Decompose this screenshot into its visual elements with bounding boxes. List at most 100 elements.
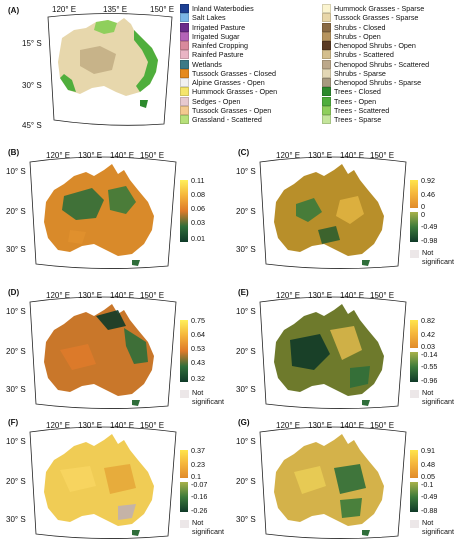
colorbar-label: 0.42: [421, 330, 435, 339]
lon-tick-label: 120° E: [276, 151, 300, 160]
lon-tick-label: 150° E: [370, 421, 394, 430]
map-region: [104, 464, 136, 494]
vegetation-legend-item: Chenopod Shrubs - Open: [322, 41, 429, 51]
lon-tick-label: 130° E: [308, 421, 332, 430]
legend-swatch: [180, 59, 189, 69]
vegetation-legend-item: Rainfed Cropping: [180, 41, 277, 51]
lon-tick-label: 120° E: [276, 291, 300, 300]
map-region: [60, 344, 96, 370]
panel-a-lon-tick-3: 150° E: [150, 5, 174, 14]
lon-tick-label: 130° E: [78, 421, 102, 430]
vegetation-legend-item: Chenopod Shrubs - Scattered: [322, 60, 429, 69]
lon-tick-label: 140° E: [110, 291, 134, 300]
tasmania: [132, 260, 140, 266]
not-significant-swatch: [410, 520, 419, 528]
panel-a-shrub-central: [80, 46, 116, 74]
vegetation-legend-item: Hummock Grasses - Sparse: [322, 4, 429, 14]
lat-tick-label: 10° S: [6, 167, 26, 176]
panel-d: (D) 120° E 130° E 140° E 150° E 10° S 20° S 30°…: [0, 280, 230, 410]
colorbar-label: 0.82: [421, 316, 435, 325]
legend-label: Shrubs - Closed: [334, 22, 386, 32]
colorbar-label: -0.26: [191, 506, 208, 515]
legend-label: Tussock Grasses - Open: [192, 105, 272, 115]
legend-label: Trees - Sparse: [334, 115, 382, 124]
vegetation-legend-item: Tussock Grasses - Open: [180, 106, 277, 115]
vegetation-legend-item: Tussock Grasses - Sparse: [322, 13, 429, 23]
lon-tick-label: 150° E: [370, 291, 394, 300]
vegetation-legend-item: Irrigated Pasture: [180, 23, 277, 32]
legend-label: Alpine Grasses - Open: [192, 78, 265, 87]
lon-tick-label: 150° E: [370, 151, 394, 160]
map-region: [318, 226, 340, 244]
colorbar-label: 0: [421, 202, 425, 211]
map: 120° E 130° E 140° E 150° E 10° S 20° S 30° S: [6, 421, 177, 539]
vegetation-legend-item: Hummock Grasses - Open: [180, 87, 277, 97]
lat-tick-label: 20° S: [6, 207, 26, 216]
vegetation-legend-item: Tussock Grasses - Closed: [180, 69, 277, 78]
lat-tick-label: 30° S: [236, 515, 256, 524]
legend-label: Rainfed Pasture: [192, 50, 244, 60]
panel-label: (B): [8, 148, 20, 157]
legend-label: Chenopod Shrubs - Sparse: [334, 78, 422, 87]
vegetation-legend-item: Wetlands: [180, 60, 277, 69]
legend-label: Shrubs - Scattered: [334, 50, 394, 60]
panel-a-map: 120° E 135° E 150° E 15° S 30° S 45° S: [22, 5, 174, 130]
legend-swatch: [322, 115, 331, 125]
lon-tick-label: 130° E: [78, 151, 102, 160]
lat-tick-label: 10° S: [236, 167, 256, 176]
tasmania: [362, 260, 370, 266]
legend-label: Trees - Scattered: [334, 105, 390, 115]
map-region: [340, 498, 362, 518]
legend-label: Grassland - Scattered: [192, 115, 262, 124]
lat-tick-label: 30° S: [236, 385, 256, 394]
map-region: [96, 310, 126, 330]
tasmania: [132, 400, 140, 406]
colorbar: [180, 450, 188, 512]
vegetation-legend-item: Shrubs - Closed: [322, 23, 429, 32]
not-significant-swatch: [410, 390, 419, 398]
lat-tick-label: 20° S: [236, 207, 256, 216]
lon-tick-label: 120° E: [46, 421, 70, 430]
lon-tick-label: 130° E: [308, 291, 332, 300]
legend-swatch: [322, 68, 331, 78]
legend-swatch: [180, 50, 189, 60]
legend-swatch: [322, 105, 331, 115]
panel-a-forest-east: [134, 30, 158, 92]
lat-tick-label: 20° S: [6, 347, 26, 356]
legend-swatch: [322, 96, 331, 106]
legend-swatch: [180, 96, 189, 106]
legend-swatch: [322, 13, 331, 23]
legend-swatch: [180, 105, 189, 115]
lon-tick-label: 150° E: [140, 291, 164, 300]
legend-label: Irrigated Pasture: [192, 22, 246, 32]
legend-swatch: [322, 78, 331, 88]
colorbar-label: 0.05: [421, 472, 435, 481]
vegetation-legend-item: Chenopod Shrubs - Sparse: [322, 78, 429, 88]
legend-label: Rainfed Cropping: [192, 41, 248, 50]
colorbar: [410, 180, 418, 242]
map: 120° E 130° E 140° E 150° E 10° S 20° S 30° S: [236, 421, 407, 539]
colorbar-label: 0.53: [191, 344, 205, 353]
not-significant-label: Not significant: [192, 518, 224, 536]
map-region: [124, 328, 148, 364]
panel-a-forest-north: [94, 20, 117, 34]
vegetation-legend-col1: Inland Waterbodies Salt Lakes Irrigated Pa…: [180, 4, 277, 125]
colorbar-label: 0.64: [191, 330, 205, 339]
lon-tick-label: 120° E: [276, 421, 300, 430]
colorbar-label: -0.88: [421, 506, 438, 515]
map-region: [108, 186, 136, 214]
legend-label: Tussock Grasses - Closed: [192, 68, 277, 78]
legend-swatch: [180, 41, 189, 51]
map: 120° E 130° E 140° E 150° E 10° S 20° S 30° S: [236, 291, 407, 409]
colorbar-label: 0.03: [421, 342, 435, 351]
legend-swatch: [322, 87, 331, 97]
colorbar-label: -0.98: [421, 236, 438, 245]
not-significant-label: Not significant: [422, 518, 454, 536]
legend-label: Sedges - Open: [192, 96, 241, 106]
australia-landmass: [44, 434, 154, 526]
legend-label: Inland Waterbodies: [192, 4, 254, 13]
legend-label: Irrigated Sugar: [192, 31, 240, 41]
legend-swatch: [322, 50, 331, 60]
lon-tick-label: 140° E: [340, 291, 364, 300]
lat-tick-label: 20° S: [236, 347, 256, 356]
